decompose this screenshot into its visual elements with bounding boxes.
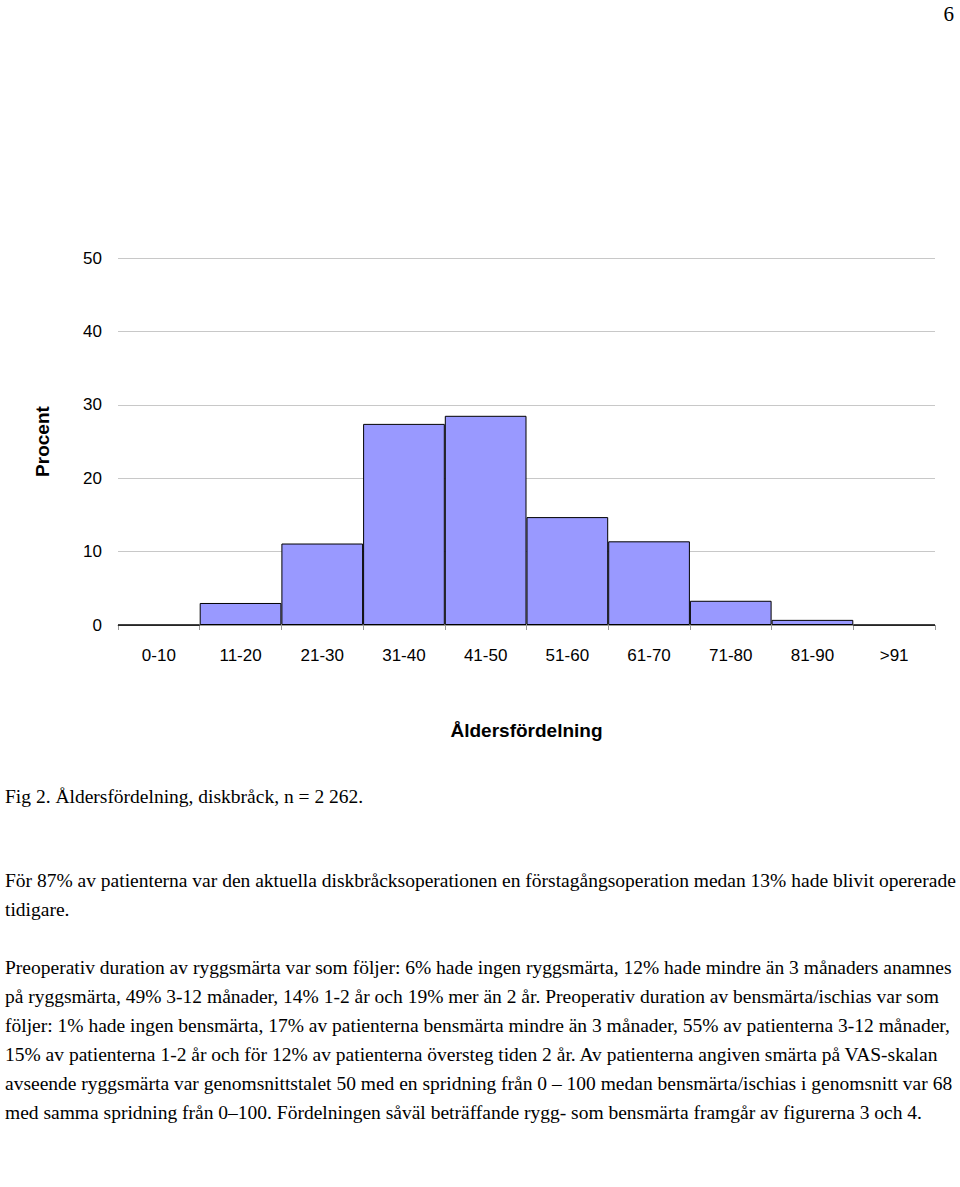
html-text:Fig 2. Åldersfördelning, diskb: Fig 2. Åldersfördelning, diskbråck, n = … — [5, 786, 364, 807]
svg-text:41-50: 41-50 — [464, 646, 507, 665]
svg-text:71-80: 71-80 — [709, 646, 752, 665]
svg-text:50: 50 — [83, 249, 102, 268]
svg-text:20: 20 — [83, 469, 102, 488]
html-text:För 87% av patienterna var den: För 87% av patienterna var den aktuella … — [5, 870, 956, 920]
svg-text:10: 10 — [83, 542, 102, 561]
svg-text:61-70: 61-70 — [627, 646, 670, 665]
svg-text:Procent: Procent — [32, 405, 53, 476]
svg-text:>91: >91 — [880, 646, 909, 665]
svg-text:31-40: 31-40 — [382, 646, 425, 665]
html-text:6: 6 — [943, 2, 954, 26]
svg-text:0-10: 0-10 — [142, 646, 176, 665]
svg-text:Åldersfördelning: Åldersfördelning — [450, 720, 602, 741]
svg-text:21-30: 21-30 — [301, 646, 344, 665]
svg-text:81-90: 81-90 — [791, 646, 834, 665]
svg-text:40: 40 — [83, 322, 102, 341]
svg-text:51-60: 51-60 — [546, 646, 589, 665]
html-text:Preoperativ duration av ryggsm: Preoperativ duration av ryggsmärta var s… — [5, 957, 953, 1123]
svg-text:11-20: 11-20 — [219, 646, 261, 665]
svg-text:0: 0 — [93, 616, 102, 635]
svg-text:30: 30 — [83, 395, 102, 414]
